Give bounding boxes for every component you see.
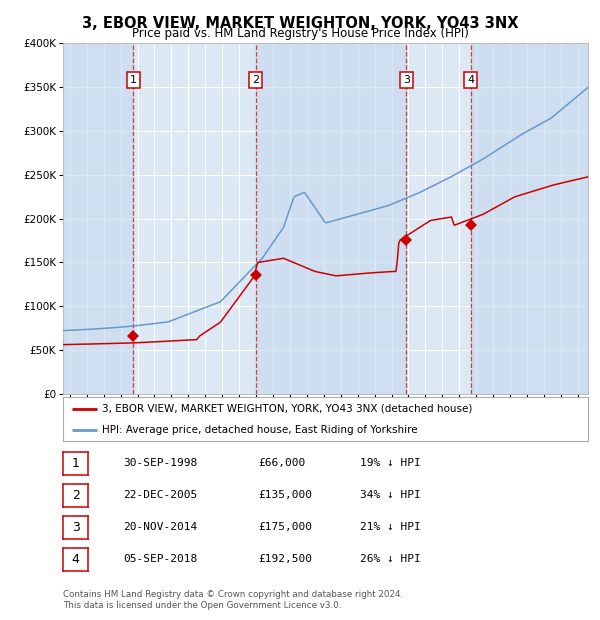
Text: 3: 3 [71,521,80,534]
Text: Contains HM Land Registry data © Crown copyright and database right 2024.
This d: Contains HM Land Registry data © Crown c… [63,590,403,609]
Bar [63,43,133,394]
Text: 1: 1 [130,75,137,85]
Bar [256,43,406,394]
Text: HPI: Average price, detached house, East Riding of Yorkshire: HPI: Average price, detached house, East… [103,425,418,435]
Text: Price paid vs. HM Land Registry's House Price Index (HPI): Price paid vs. HM Land Registry's House … [131,27,469,40]
Text: 20-NOV-2014: 20-NOV-2014 [123,522,197,532]
Text: 1: 1 [71,457,80,470]
Text: 2: 2 [252,75,259,85]
Text: 19% ↓ HPI: 19% ↓ HPI [360,458,421,467]
Text: 22-DEC-2005: 22-DEC-2005 [123,490,197,500]
Text: 21% ↓ HPI: 21% ↓ HPI [360,522,421,532]
Bar [470,43,588,394]
Text: £192,500: £192,500 [258,554,312,564]
Text: £175,000: £175,000 [258,522,312,532]
Text: 30-SEP-1998: 30-SEP-1998 [123,458,197,467]
Text: 2: 2 [71,489,80,502]
Text: 4: 4 [467,75,474,85]
Text: 05-SEP-2018: 05-SEP-2018 [123,554,197,564]
Text: 4: 4 [71,554,80,567]
Text: 3: 3 [403,75,410,85]
Text: £135,000: £135,000 [258,490,312,500]
Text: 3, EBOR VIEW, MARKET WEIGHTON, YORK, YO43 3NX (detached house): 3, EBOR VIEW, MARKET WEIGHTON, YORK, YO4… [103,404,473,414]
Text: 3, EBOR VIEW, MARKET WEIGHTON, YORK, YO43 3NX: 3, EBOR VIEW, MARKET WEIGHTON, YORK, YO4… [82,16,518,30]
Text: 26% ↓ HPI: 26% ↓ HPI [360,554,421,564]
Text: £66,000: £66,000 [258,458,305,467]
Text: 34% ↓ HPI: 34% ↓ HPI [360,490,421,500]
